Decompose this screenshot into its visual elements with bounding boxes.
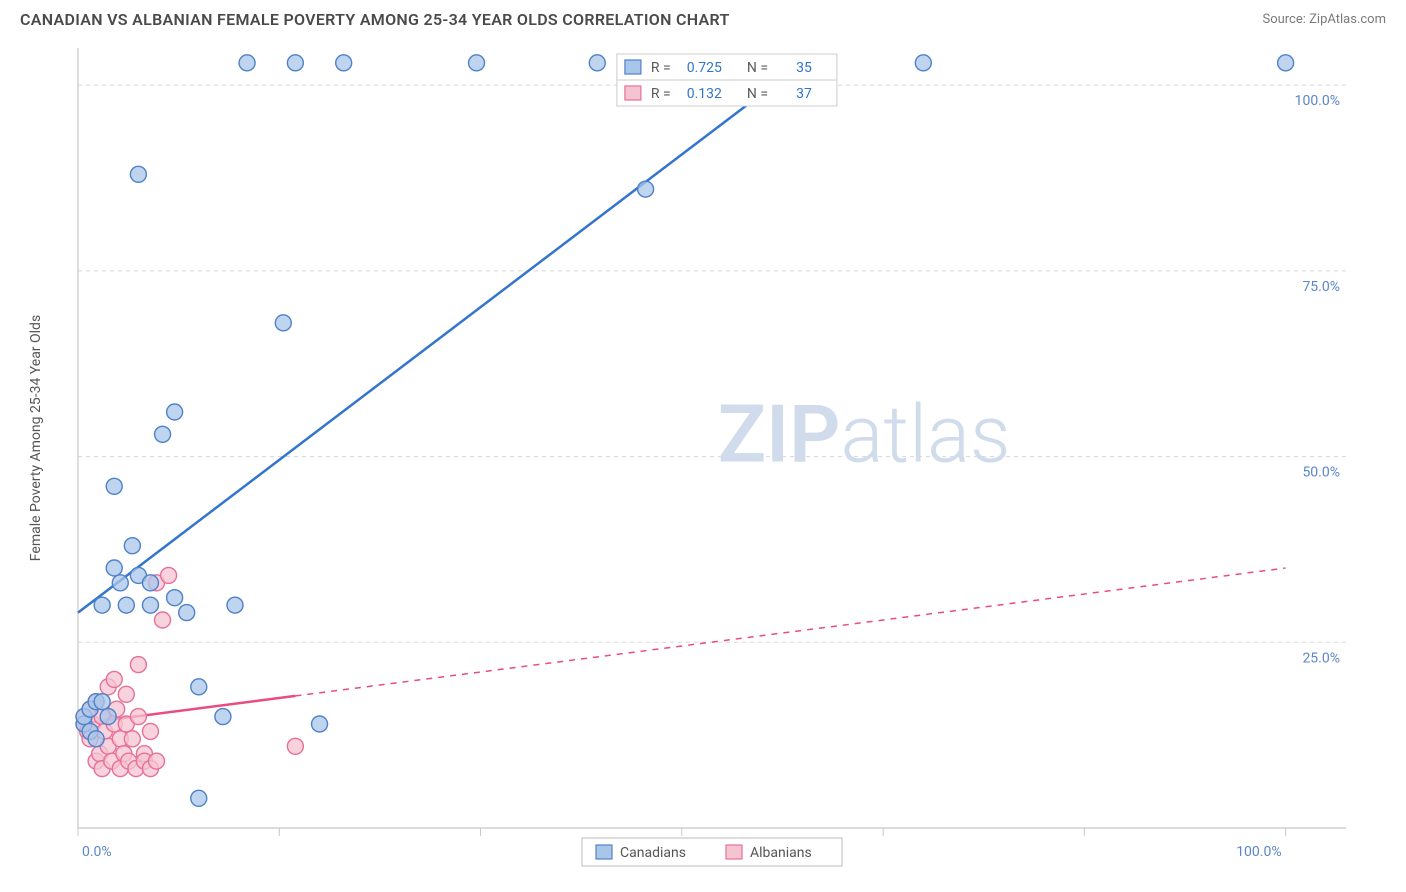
legend-bottom-swatch <box>726 845 742 859</box>
y-tick-label: 50.0% <box>1302 465 1340 481</box>
albanians-point <box>287 738 303 754</box>
x-tick-label: 100.0% <box>1236 844 1281 860</box>
watermark: ZIPatlas <box>718 387 1011 481</box>
canadians-point <box>287 55 303 71</box>
legend-r-value: 0.725 <box>687 60 722 76</box>
chart-svg: 25.0% 50.0% 75.0% 100.0% 0.0% 100.0% Female Po… <box>20 38 1386 882</box>
canadians-point <box>106 478 122 494</box>
canadians-point <box>227 597 243 613</box>
canadians-point <box>142 575 158 591</box>
canadians-point <box>1278 55 1294 71</box>
legend-bottom-label: Canadians <box>620 845 686 861</box>
albanians-point <box>130 657 146 673</box>
canadians-trendline <box>78 63 803 613</box>
canadians-point <box>191 679 207 695</box>
canadians-point <box>88 731 104 747</box>
albanians-point <box>148 753 164 769</box>
albanians-point <box>106 671 122 687</box>
header: CANADIAN VS ALBANIAN FEMALE POVERTY AMON… <box>0 0 1406 35</box>
canadians-point <box>118 597 134 613</box>
legend-n-value: 37 <box>796 86 812 102</box>
canadians-point <box>167 590 183 606</box>
legend-n-value: 35 <box>796 60 812 76</box>
chart-area: 25.0% 50.0% 75.0% 100.0% 0.0% 100.0% Female Po… <box>20 38 1386 882</box>
canadians-point <box>239 55 255 71</box>
source-label: Source: ZipAtlas.com <box>1262 12 1386 27</box>
canadians-point <box>915 55 931 71</box>
canadians-point <box>130 166 146 182</box>
canadians-point <box>638 181 654 197</box>
canadians-point <box>312 716 328 732</box>
albanians-point <box>142 723 158 739</box>
canadians-point <box>155 426 171 442</box>
canadians-point <box>94 694 110 710</box>
canadians-point <box>589 55 605 71</box>
albanians-point <box>161 567 177 583</box>
y-axis-title: Female Poverty Among 25-34 Year Olds <box>28 315 44 561</box>
canadians-point <box>215 709 231 725</box>
legend-swatch <box>625 60 641 74</box>
canadians-point <box>124 538 140 554</box>
albanians-point <box>130 709 146 725</box>
y-tick-label: 75.0% <box>1302 279 1340 295</box>
legend-bottom-swatch <box>596 845 612 859</box>
canadians-point <box>191 790 207 806</box>
legend-r-value: 0.132 <box>687 86 722 102</box>
legend-r-label: R = <box>651 60 671 76</box>
canadians-point <box>94 597 110 613</box>
canadians-point <box>142 597 158 613</box>
canadians-point <box>106 560 122 576</box>
canadians-point <box>179 605 195 621</box>
legend-n-label: N = <box>747 86 768 102</box>
albanians-trendline-extrapolated <box>295 568 1285 696</box>
y-tick-label: 25.0% <box>1302 650 1340 666</box>
y-tick-label: 100.0% <box>1295 93 1340 109</box>
canadians-point <box>336 55 352 71</box>
canadians-point <box>275 315 291 331</box>
legend-swatch <box>625 86 641 100</box>
albanians-point <box>124 731 140 747</box>
canadians-point <box>100 709 116 725</box>
legend-r-label: R = <box>651 86 671 102</box>
canadians-point <box>112 575 128 591</box>
legend-bottom-label: Albanians <box>750 845 812 861</box>
legend-n-label: N = <box>747 60 768 76</box>
canadians-point <box>167 404 183 420</box>
albanians-point <box>155 612 171 628</box>
albanians-point <box>118 686 134 702</box>
x-tick-label: 0.0% <box>82 844 112 860</box>
chart-title: CANADIAN VS ALBANIAN FEMALE POVERTY AMON… <box>20 10 730 29</box>
canadians-point <box>469 55 485 71</box>
